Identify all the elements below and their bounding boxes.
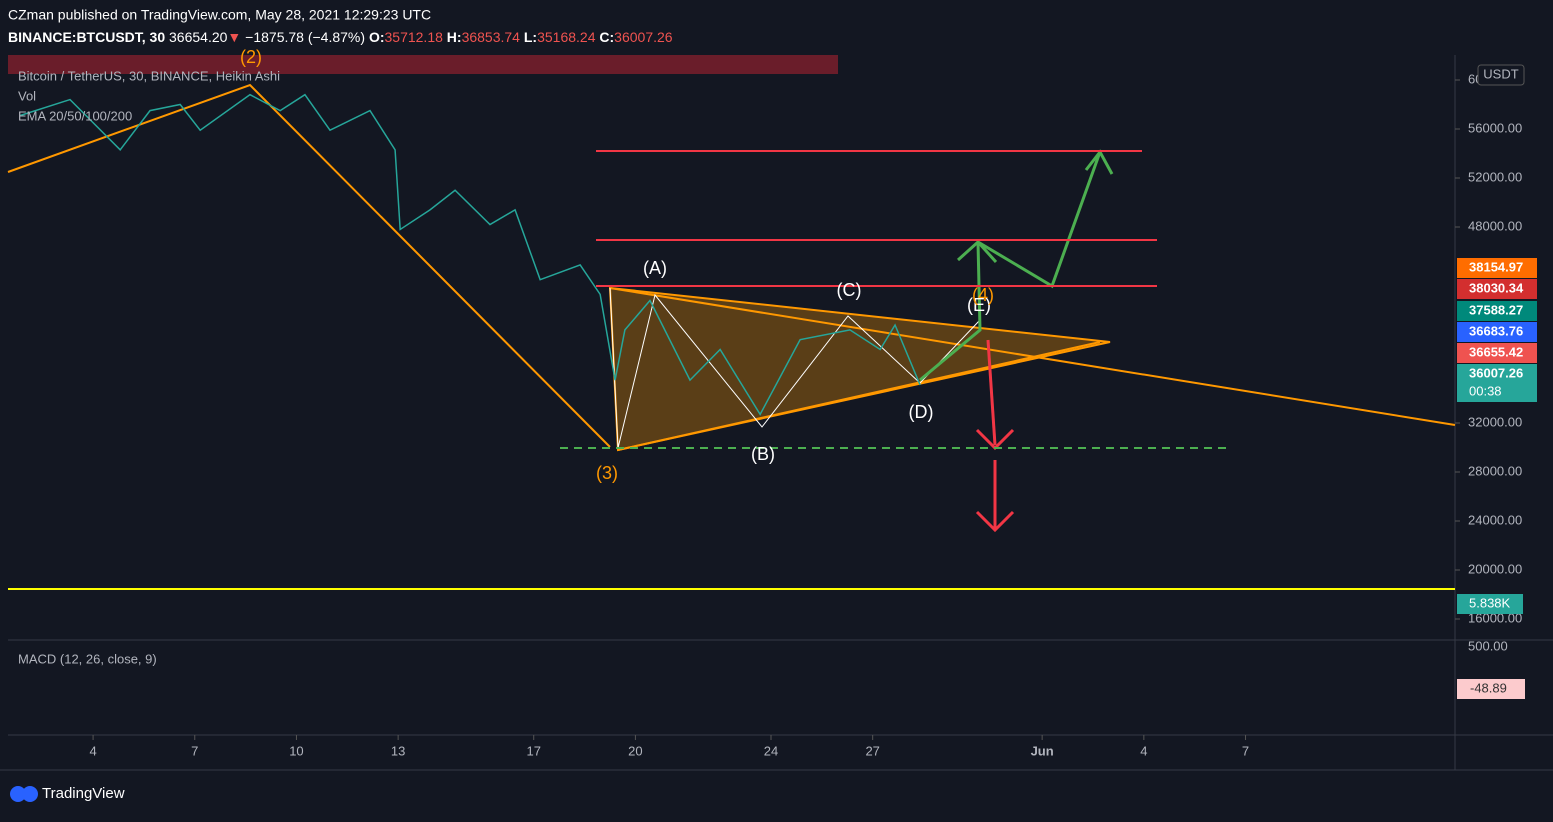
price-tag-label: 38030.34 — [1469, 280, 1524, 295]
logo — [22, 786, 38, 802]
wave-label: (C) — [837, 280, 862, 300]
arrow: ▼ — [227, 29, 241, 45]
price-tag-label: 36683.76 — [1469, 323, 1523, 338]
legend-band — [8, 55, 838, 74]
x-tick-label: 24 — [764, 743, 778, 758]
x-tick-label: 10 — [289, 743, 303, 758]
x-tick-label: 27 — [865, 743, 879, 758]
h: 36853.74 — [462, 29, 521, 45]
price-tag — [1457, 301, 1537, 321]
price-tag-label: 38154.97 — [1469, 259, 1523, 274]
x-tick-label: 7 — [191, 743, 198, 758]
wave-label: (A) — [643, 258, 667, 278]
y-tick-label: 16000.00 — [1468, 610, 1522, 625]
trend-line — [617, 341, 1101, 451]
l: 35168.24 — [537, 29, 596, 45]
publisher: CZman published on TradingView.com, May … — [8, 7, 431, 23]
macd-tag-label: -48.89 — [1470, 680, 1507, 695]
macd-tag — [1457, 679, 1525, 699]
y-tick-label: 24000.00 — [1468, 512, 1522, 527]
y-tick-label: 48000.00 — [1468, 218, 1522, 233]
arrow-head — [975, 510, 1015, 533]
countdown: 00:38 — [1469, 383, 1502, 398]
o: 35712.18 — [385, 29, 444, 45]
legend-item: EMA 20/50/100/200 — [18, 108, 132, 123]
l-label: L: — [524, 29, 537, 45]
wave-line — [7, 83, 611, 448]
x-tick-label: 13 — [391, 743, 405, 758]
ohlc-line: BINANCE:BTCUSDT, 30 36654.20▼ −1875.78 (… — [8, 29, 673, 45]
drawings — [7, 83, 1456, 533]
y-tick-label: 52000.00 — [1468, 169, 1522, 184]
chart: 60000.0056000.0052000.0048000.0032000.00… — [8, 47, 1537, 758]
wave-label: (D) — [909, 402, 934, 422]
y-tick-label: 20000.00 — [1468, 561, 1522, 576]
last: 36654.20 — [169, 29, 228, 45]
volume-tag — [1457, 594, 1523, 614]
macd-tick: 500.00 — [1468, 638, 1508, 653]
legend-item: Bitcoin / TetherUS, 30, BINANCE, Heikin … — [18, 68, 280, 83]
c: 36007.26 — [614, 29, 673, 45]
o-label: O: — [369, 29, 385, 45]
wave-label: (2) — [240, 47, 262, 67]
legend-item: Vol — [18, 88, 36, 103]
y-tick-label: 28000.00 — [1468, 463, 1522, 478]
price-tag — [1457, 258, 1537, 278]
wave-label: (3) — [596, 463, 618, 483]
red-arrow — [986, 339, 997, 446]
price-tag-label: 36655.42 — [1469, 344, 1523, 359]
price-tag — [1457, 364, 1537, 402]
logo — [10, 786, 26, 802]
currency-box[interactable] — [1477, 64, 1525, 86]
green-arrow — [919, 241, 982, 382]
y-tick-label: 32000.00 — [1468, 414, 1522, 429]
wave-label: (B) — [751, 444, 775, 464]
change: −1875.78 (−4.87%) — [245, 29, 365, 45]
currency[interactable]: USDT — [1483, 66, 1518, 81]
x-tick-label: 4 — [1140, 743, 1147, 758]
x-tick-label: 4 — [89, 743, 96, 758]
price-line — [19, 93, 921, 416]
price-tag-label: 36007.26 — [1469, 365, 1523, 380]
h-label: H: — [447, 29, 462, 45]
price-tag-label: 37588.27 — [1469, 302, 1523, 317]
x-tick-label: Jun — [1031, 743, 1054, 758]
x-tick-label: 17 — [526, 743, 540, 758]
wave-label: (E) — [967, 295, 991, 315]
wave-label: (4) — [972, 285, 994, 305]
x-tick-label: 7 — [1242, 743, 1249, 758]
price-tag — [1457, 322, 1537, 342]
c-label: C: — [599, 29, 614, 45]
macd-legend: MACD (12, 26, close, 9) — [18, 651, 157, 666]
footer-brand[interactable]: TradingView — [42, 785, 125, 802]
price-tag — [1457, 343, 1537, 363]
x-tick-label: 20 — [628, 743, 642, 758]
volume-tag-label: 5.838K — [1469, 595, 1511, 610]
symbol: BINANCE:BTCUSDT, 30 — [8, 29, 165, 45]
price-tag — [1457, 279, 1537, 299]
y-tick-label: 56000.00 — [1468, 120, 1522, 135]
